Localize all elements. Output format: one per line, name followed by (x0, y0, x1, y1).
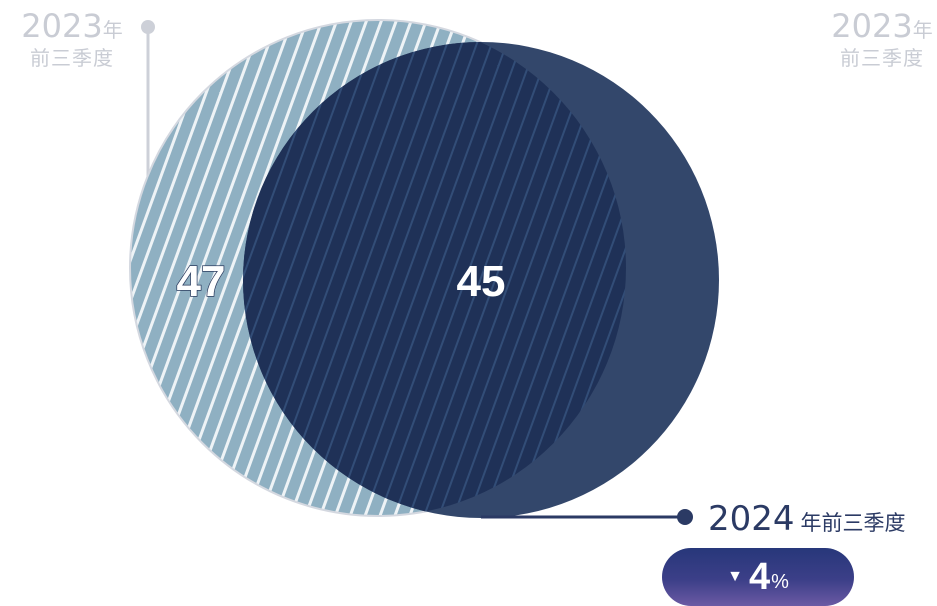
change-badge: ▼ 4 % (662, 548, 854, 606)
label-2024-year: 2024 (708, 499, 795, 539)
label-2023-year: 2023 (21, 7, 103, 45)
label-2023-top-left: 2023年 前三季度 (12, 10, 132, 68)
connector-2024-dot (677, 509, 693, 525)
value-2024-label: 45 (457, 257, 506, 306)
down-arrow-icon: ▼ (727, 568, 743, 585)
label-2024: 2024 年前三季度 (708, 502, 906, 536)
change-value: 4 (748, 555, 771, 598)
label-2023-suffix-right: 年 (912, 18, 933, 42)
label-2024-period: 年前三季度 (800, 511, 906, 535)
label-2023-period-right: 前三季度 (840, 46, 924, 70)
value-2023-label: 47 (177, 257, 226, 306)
label-2023-year-right: 2023 (831, 7, 913, 45)
label-2023-top-right: 2023年 前三季度 (822, 10, 937, 68)
connector-2023-dot (141, 20, 155, 34)
change-unit: % (771, 570, 789, 593)
label-2023-suffix: 年 (102, 18, 123, 42)
label-2023-period: 前三季度 (30, 46, 114, 70)
